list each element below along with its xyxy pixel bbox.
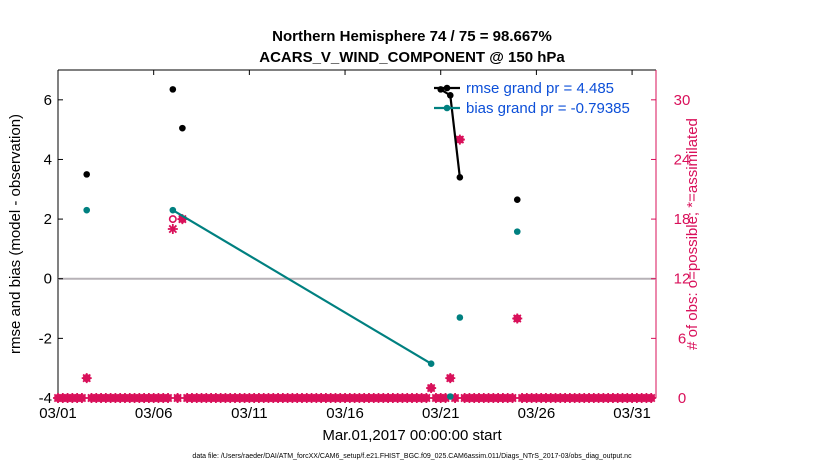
obs-possible-marker xyxy=(168,215,177,224)
series-point xyxy=(169,86,177,93)
series-point xyxy=(513,196,521,204)
y-tick-label-left: 2 xyxy=(44,211,52,228)
obs-assimilated-marker xyxy=(81,373,92,384)
x-tick-label: 03/16 xyxy=(326,405,364,422)
series-point xyxy=(513,228,521,235)
obs-assimilated-marker xyxy=(177,214,188,225)
x-tick-label: 03/01 xyxy=(39,405,77,422)
series-point xyxy=(446,393,454,400)
obs-assimilated-marker xyxy=(163,393,174,403)
series-line xyxy=(172,209,432,365)
x-axis-label: Mar.01,2017 00:00:00 start xyxy=(322,427,502,444)
series-point xyxy=(83,171,91,178)
obs-assimilated-marker xyxy=(421,393,432,403)
plot-area: 03/01 03/06 03/11 03/16 03/21 03/26 03/31 -4 -2 0… xyxy=(39,69,691,422)
x-tick-label: 03/06 xyxy=(135,405,173,422)
chart-subtitle: ACARS_V_WIND_COMPONENT @ 150 hPa xyxy=(259,49,565,66)
obs-assimilated-marker xyxy=(445,373,456,384)
obs-assimilated-marker xyxy=(450,393,461,403)
y-tick-label-right: 24 xyxy=(674,151,691,168)
series-point xyxy=(456,174,464,181)
legend-entry: bias grand pr = -0.79385 xyxy=(466,100,630,117)
y-tick-label-right: 30 xyxy=(674,92,691,109)
legend-marker xyxy=(443,104,451,112)
y-tick-label-left: -2 xyxy=(39,330,52,347)
x-tick-label: 03/11 xyxy=(231,405,267,422)
legend-entry: rmse grand pr = 4.485 xyxy=(466,80,614,97)
series-point xyxy=(179,124,186,132)
y-tick-label-left: 4 xyxy=(44,151,52,168)
y-tick-label-right: 12 xyxy=(674,271,691,288)
legend-marker xyxy=(443,84,451,92)
obs-assimilated-marker xyxy=(512,313,523,324)
y-tick-label-left: 0 xyxy=(44,271,52,288)
y-axis-label-left: rmse and bias (model - observation) xyxy=(7,114,24,354)
series-line xyxy=(440,88,461,178)
obs-assimilated-marker xyxy=(172,393,183,403)
y-tick-label-left: -4 xyxy=(39,390,52,407)
y-tick-label-right: 0 xyxy=(678,390,686,407)
series-point xyxy=(456,314,464,321)
chart-title: Northern Hemisphere 74 / 75 = 98.667% xyxy=(272,28,552,45)
series-point xyxy=(446,92,454,99)
obs-assimilated-marker xyxy=(646,393,657,403)
x-tick-label: 03/31 xyxy=(613,405,651,422)
obs-assimilated-marker xyxy=(167,224,178,235)
obs-assimilated-marker xyxy=(440,393,451,403)
obs-assimilated-marker xyxy=(426,383,437,394)
series-point xyxy=(427,360,435,368)
y-tick-label-right: 18 xyxy=(674,211,691,228)
data-file-footer: data file: /Users/raeder/DAI/ATM_forcXX/… xyxy=(192,453,632,460)
obs-assimilated-marker xyxy=(454,134,465,145)
x-tick-label: 03/26 xyxy=(518,405,556,422)
y-tick-label-right: 6 xyxy=(678,330,686,347)
obs-assimilated-marker xyxy=(507,393,518,403)
x-tick-label: 03/21 xyxy=(422,405,460,422)
obs-assimilated-marker xyxy=(76,393,87,403)
y-tick-label-left: 6 xyxy=(44,92,52,109)
series-point xyxy=(169,206,177,214)
y-axis-label-right: # of obs: o=possible; *=assimilated xyxy=(684,118,701,350)
series-point xyxy=(83,206,91,214)
